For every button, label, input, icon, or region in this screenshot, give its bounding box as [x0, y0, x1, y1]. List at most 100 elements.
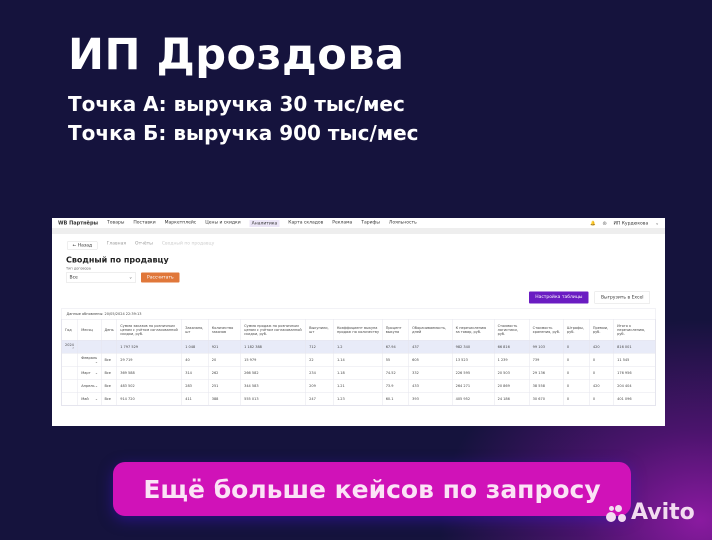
table-cell: Все: [100, 379, 118, 393]
table-cell: 393: [408, 392, 453, 406]
cell-value: 67.94: [385, 344, 396, 349]
nav-item[interactable]: Маркетплейс: [164, 219, 197, 225]
nav-item[interactable]: Лояльность: [388, 219, 417, 225]
table-cell: 0: [563, 379, 590, 393]
nav-item[interactable]: Товары: [107, 219, 125, 225]
bell-icon[interactable]: 🔔: [590, 220, 596, 226]
table-cell: 40: [181, 353, 209, 367]
cell-value: 405 952: [455, 396, 471, 401]
column-header[interactable]: Выкупили, шт: [305, 319, 334, 341]
table-cell: 555 013: [240, 392, 307, 406]
cell-value: 388: [211, 396, 219, 401]
column-header[interactable]: К перечислению за товар, руб.: [452, 319, 495, 341]
crumb-current: Сводный по продавцу: [161, 241, 215, 246]
column-header[interactable]: Премии, руб.: [589, 319, 615, 341]
table-cell: 30 670: [529, 392, 564, 406]
table-cell: 283: [181, 379, 209, 393]
cell-value: 739: [532, 357, 540, 362]
table-cell: 11 545: [613, 353, 656, 367]
column-header[interactable]: Оборачиваемость, дней: [408, 319, 453, 341]
cell-value: 393: [412, 396, 419, 401]
cell-value: 2024: [65, 342, 74, 347]
table-cell: [61, 379, 79, 393]
crumb-home[interactable]: Главная: [106, 241, 127, 246]
cell-value: 816 001: [617, 344, 632, 349]
table-cell: 74.52: [382, 366, 410, 380]
table-cell: 0: [589, 353, 615, 367]
cell-value: 13 523: [455, 357, 468, 362]
table-settings-button[interactable]: Настройка таблицы: [529, 291, 589, 304]
cell-value: 73.9: [385, 383, 394, 388]
table-cell: 388: [208, 392, 242, 406]
column-header[interactable]: Итого к перечислению, руб.: [613, 319, 656, 341]
table-cell: 921: [208, 340, 242, 354]
column-header[interactable]: Коэффициент выкупа продаж по количеству: [333, 319, 383, 341]
column-header[interactable]: День: [100, 319, 118, 341]
cell-value: 0: [592, 396, 596, 401]
nav-item[interactable]: Цены и скидки: [205, 219, 241, 225]
cell-value: 264 271: [455, 383, 471, 388]
cta-banner[interactable]: Ещё больше кейсов по запросу: [113, 462, 631, 516]
cell-value: Апрель: [81, 383, 95, 388]
column-header[interactable]: Месяц: [77, 319, 102, 341]
table-cell: [61, 366, 79, 380]
table-cell: 247: [305, 392, 334, 406]
cell-value: 1.23: [336, 396, 345, 401]
cell-value: Март: [81, 370, 91, 375]
cell-value: 914 720: [120, 396, 135, 401]
nav-item[interactable]: Аналитика: [249, 219, 280, 227]
column-header[interactable]: Сумма заказов по розничным ценам с учёто…: [116, 319, 183, 341]
nav-item[interactable]: Карта складов: [288, 219, 324, 225]
table-cell: 20: [208, 353, 242, 367]
cell-value: 20: [211, 357, 217, 362]
cell-value: 0: [592, 357, 596, 362]
cell-value: 1.14: [336, 357, 345, 362]
nav-item[interactable]: Поставки: [133, 219, 156, 225]
cell-value: 29 719: [120, 357, 133, 362]
chevron-down-icon[interactable]: ⌄: [95, 383, 98, 388]
chevron-down-icon[interactable]: ⌄: [655, 220, 659, 226]
table-cell: 437: [408, 340, 453, 354]
table-cell: Март ⌄: [77, 366, 102, 380]
crumb-reports[interactable]: Отчёты: [135, 241, 153, 246]
chevron-down-icon[interactable]: ⌄: [95, 396, 98, 401]
column-header[interactable]: Год: [61, 319, 79, 341]
cell-value: 11 545: [617, 357, 630, 362]
cell-value: 29 136: [532, 370, 545, 375]
column-header[interactable]: Количество заказов: [208, 319, 242, 341]
cell-value: 1.18: [336, 370, 345, 375]
table-cell: 0: [589, 366, 615, 380]
column-header[interactable]: Процент выкупа: [382, 319, 410, 341]
chevron-down-icon[interactable]: ⌄: [95, 359, 98, 364]
cell-value: 314: [185, 370, 192, 375]
settings-icon[interactable]: ◎: [602, 220, 607, 226]
embedded-screenshot: WB Партнёры Товары Поставки Маркетплейс Цен…: [52, 218, 665, 426]
generate-button[interactable]: Рассчитать: [141, 272, 180, 283]
chevron-up-icon[interactable]: ⌃: [71, 346, 75, 351]
cell-value: 30 670: [532, 396, 545, 401]
table-cell: 99 103: [529, 340, 564, 354]
user-menu[interactable]: ИП Курдюкова: [613, 220, 649, 226]
column-header[interactable]: Сумма продаж по розничным ценам с учётом…: [240, 319, 307, 341]
table-cell: 55: [382, 353, 410, 367]
column-header[interactable]: Штрафы, руб.: [563, 319, 590, 341]
table-cell: 0: [589, 392, 615, 406]
column-header[interactable]: Заказано, шт: [181, 319, 209, 341]
table-cell: Все: [100, 392, 118, 406]
avito-dots-icon: [606, 503, 628, 523]
column-header[interactable]: Стоимость логистики, руб.: [494, 319, 530, 341]
cell-value: 0: [592, 370, 596, 375]
cell-value: 38 558: [532, 383, 545, 388]
export-excel-button[interactable]: Выгрузить в Excel: [594, 291, 650, 304]
back-button[interactable]: ← Назад: [67, 241, 98, 250]
table-cell: 20 503: [494, 366, 530, 380]
cell-value: 74.52: [385, 370, 396, 375]
chevron-down-icon[interactable]: ⌄: [95, 370, 98, 375]
nav-item[interactable]: Реклама: [332, 219, 353, 225]
contract-select[interactable]: Все ⌄: [66, 272, 136, 283]
nav-item[interactable]: Тарифы: [361, 219, 380, 225]
cell-value: 204 404: [617, 383, 632, 388]
cell-value: 60.1: [385, 396, 394, 401]
cell-value: 66 816: [497, 344, 510, 349]
column-header[interactable]: Стоимость хранения, руб.: [529, 319, 564, 341]
